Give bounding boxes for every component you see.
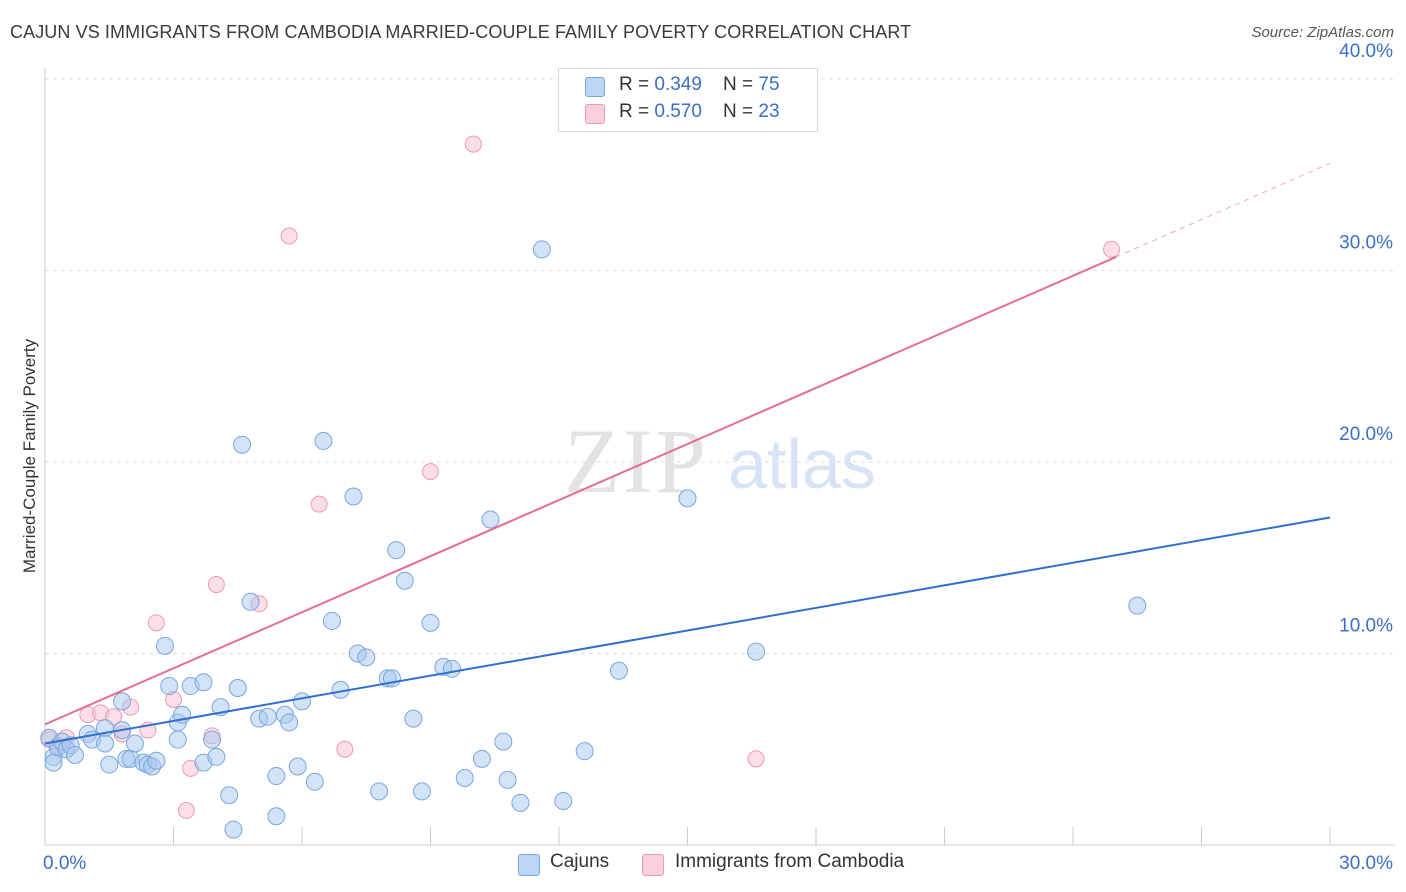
legend-swatch-cambodia: [585, 104, 605, 124]
cajun-point: [113, 692, 132, 711]
cambodia-point: [422, 463, 439, 481]
cajun-point: [370, 782, 389, 801]
source-label: Source: ZipAtlas.com: [1251, 24, 1394, 41]
cajun-point: [387, 541, 406, 560]
cajun-point: [241, 592, 260, 611]
cajun-point: [194, 673, 213, 692]
cajun-point: [314, 431, 333, 450]
cajun-point: [322, 611, 341, 630]
cajun-point: [228, 678, 247, 697]
cajun-point: [168, 730, 187, 749]
bottom-legend-label-cajun: Cajuns: [550, 851, 610, 872]
legend: R = 0.349 N = 75 R = 0.570 N = 23: [558, 68, 818, 132]
cambodia-point: [177, 802, 195, 820]
cajun-point: [125, 734, 144, 753]
cajun-point: [481, 510, 500, 529]
cajun-point: [554, 791, 573, 810]
cambodia-point: [336, 740, 354, 758]
cambodia-point: [464, 135, 482, 153]
cajun-point: [267, 807, 286, 826]
cajun-point: [155, 636, 174, 655]
cajun-point: [203, 730, 222, 749]
cajun-point: [357, 648, 376, 667]
cajun-point: [412, 782, 431, 801]
cajun-point: [293, 692, 311, 711]
legend-r-value: 0.349: [654, 74, 702, 95]
cajun-point: [207, 747, 226, 766]
cajun-point: [258, 707, 277, 726]
x-tick-label: 30.0%: [1339, 853, 1393, 874]
grid-layer: [45, 78, 1395, 654]
legend-n-value: 23: [758, 101, 780, 122]
cajun-point: [532, 240, 551, 259]
legend-swatch-cajun: [585, 77, 605, 97]
cajun-point: [288, 757, 307, 776]
legend-n-label: N =: [723, 74, 759, 95]
cajun-point: [65, 745, 84, 764]
cajun-point: [267, 767, 286, 786]
cambodia-point: [207, 576, 225, 594]
cajun-point: [305, 772, 324, 791]
cambodia-point: [147, 614, 165, 632]
watermark: ZIP atlas: [564, 410, 876, 512]
bottom-legend-swatch-cajun: [518, 854, 540, 876]
cajun-point: [498, 770, 517, 789]
cajun-point: [224, 820, 243, 839]
cambodia-trend-line: [44, 256, 1117, 726]
cajun-point: [344, 487, 363, 506]
cajun-point: [147, 751, 166, 770]
cajun-point: [421, 613, 440, 632]
cajun-point: [455, 768, 474, 787]
chart-title: CAJUN VS IMMIGRANTS FROM CAMBODIA MARRIE…: [10, 22, 912, 42]
trend-layer: [44, 162, 1331, 745]
cajun-point: [395, 571, 414, 590]
cajun-point: [575, 742, 594, 761]
watermark-atlas: atlas: [728, 425, 876, 503]
bottom-legend-label-cambodia: Immigrants from Cambodia: [675, 851, 905, 872]
cajun-point: [44, 753, 63, 772]
tick-labels: 10.0% 20.0% 30.0% 40.0% 0.0% 30.0%: [43, 41, 1393, 874]
y-axis-title: Married-Couple Family Poverty: [20, 338, 39, 574]
y-tick-label: 30.0%: [1339, 233, 1393, 254]
y-tick-label: 10.0%: [1339, 616, 1393, 637]
legend-n-value: 75: [758, 74, 780, 95]
y-tick-label: 40.0%: [1339, 41, 1393, 62]
bottom-legend-swatch-cambodia: [642, 854, 664, 876]
x-tick-label: 0.0%: [43, 853, 86, 874]
cajun-point: [160, 677, 179, 696]
cajun-point: [220, 786, 239, 805]
cajun-point: [511, 793, 530, 812]
cambodia-point: [1103, 240, 1121, 258]
legend-n-label: N =: [723, 101, 759, 122]
cajun-point: [95, 734, 114, 753]
cajun-point: [442, 659, 461, 678]
axis-layer: [44, 68, 1395, 846]
cajun-point: [1128, 596, 1147, 615]
cajun-point: [280, 713, 299, 732]
legend-r-value: 0.570: [654, 101, 702, 122]
y-tick-label: 20.0%: [1339, 424, 1393, 445]
cajun-point: [100, 755, 119, 774]
cajun-point: [404, 709, 423, 728]
cajun-point: [678, 489, 697, 508]
cambodia-point: [310, 495, 328, 513]
cambodia-point: [747, 750, 765, 768]
cajun-point: [747, 642, 766, 661]
cajun-trend-line: [44, 516, 1331, 745]
series-cajun-points: [40, 240, 1147, 839]
legend-r-label: R =: [619, 101, 655, 122]
cambodia-point: [280, 227, 298, 245]
cajun-point: [494, 732, 513, 751]
cajun-point: [609, 661, 628, 680]
cambodia-trend-extension: [1115, 162, 1331, 258]
legend-r-label: R =: [619, 74, 655, 95]
cajun-point: [233, 435, 252, 454]
cajun-point: [472, 749, 491, 768]
